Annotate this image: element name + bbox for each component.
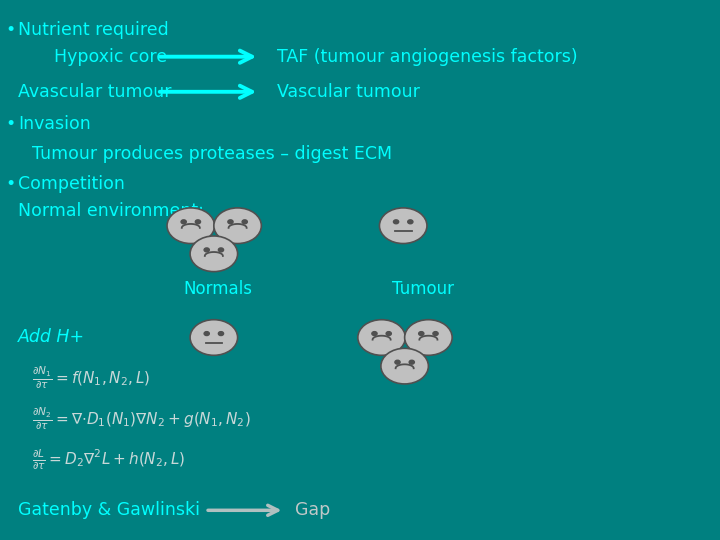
Text: Tumour produces proteases – digest ECM: Tumour produces proteases – digest ECM <box>32 145 392 163</box>
Circle shape <box>228 220 233 224</box>
Text: $\frac{\partial N_2}{\partial \tau} = \nabla{\cdot}D_1(N_1)\nabla N_2 + g(N_1, N: $\frac{\partial N_2}{\partial \tau} = \n… <box>32 406 251 431</box>
Text: Avascular tumour: Avascular tumour <box>18 83 171 101</box>
Circle shape <box>167 208 215 244</box>
Circle shape <box>218 332 224 335</box>
Text: •: • <box>5 115 15 133</box>
Circle shape <box>408 220 413 224</box>
Text: Vascular tumour: Vascular tumour <box>277 83 420 101</box>
Circle shape <box>418 332 424 335</box>
Text: Tumour: Tumour <box>392 280 454 298</box>
Circle shape <box>181 220 186 224</box>
Circle shape <box>214 208 261 244</box>
Circle shape <box>190 320 238 355</box>
Text: Nutrient required: Nutrient required <box>18 21 168 39</box>
Circle shape <box>204 248 210 252</box>
Circle shape <box>204 332 210 335</box>
Circle shape <box>395 360 400 364</box>
Text: Gap: Gap <box>295 501 330 519</box>
Circle shape <box>358 320 405 355</box>
Circle shape <box>409 360 415 364</box>
Text: Add H+: Add H+ <box>18 328 85 347</box>
Circle shape <box>195 220 201 224</box>
Circle shape <box>433 332 438 335</box>
Text: Hypoxic core: Hypoxic core <box>54 48 167 66</box>
Text: •: • <box>5 174 15 193</box>
Circle shape <box>218 248 224 252</box>
Circle shape <box>393 220 399 224</box>
Circle shape <box>242 220 248 224</box>
Circle shape <box>379 208 427 244</box>
Circle shape <box>190 236 238 272</box>
Circle shape <box>381 348 428 384</box>
Circle shape <box>405 320 452 355</box>
Text: $\frac{\partial L}{\partial \tau} = D_2\nabla^2 L + h(N_2, L)$: $\frac{\partial L}{\partial \tau} = D_2\… <box>32 448 186 472</box>
Text: TAF (tumour angiogenesis factors): TAF (tumour angiogenesis factors) <box>277 48 578 66</box>
Text: Competition: Competition <box>18 174 125 193</box>
Text: Invasion: Invasion <box>18 115 91 133</box>
Text: $\frac{\partial N_1}{\partial \tau} = f(N_1, N_2, L)$: $\frac{\partial N_1}{\partial \tau} = f(… <box>32 365 151 391</box>
Text: Normal environment:: Normal environment: <box>18 201 204 220</box>
Text: Normals: Normals <box>184 280 253 298</box>
Circle shape <box>386 332 392 335</box>
Text: •: • <box>5 21 15 39</box>
Text: Gatenby & Gawlinski: Gatenby & Gawlinski <box>18 501 200 519</box>
Circle shape <box>372 332 377 335</box>
